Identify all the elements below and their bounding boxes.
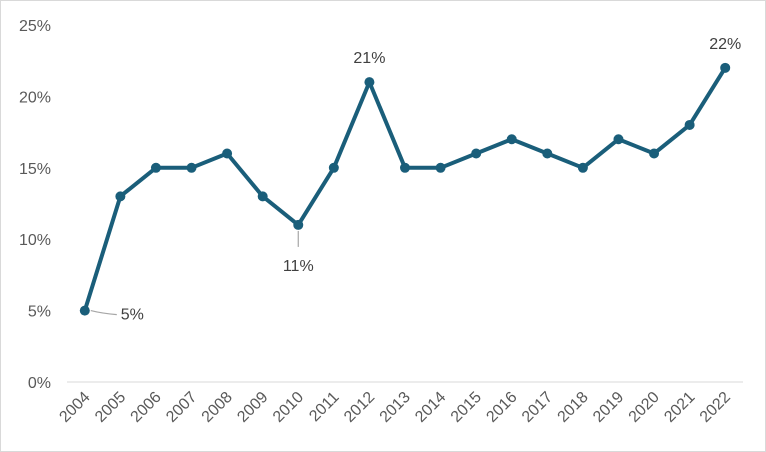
x-tick-label: 2008	[199, 389, 236, 426]
data-point	[150, 162, 161, 173]
data-point	[613, 134, 624, 145]
series-line	[82, 65, 728, 313]
data-label: 11%	[283, 258, 314, 275]
data-point	[720, 62, 731, 73]
data-label-leaders	[90, 230, 299, 316]
data-point	[435, 162, 446, 173]
data-label: 5%	[121, 307, 144, 324]
data-point	[186, 162, 197, 173]
data-point	[364, 77, 375, 88]
data-point	[293, 219, 304, 230]
x-tick-label: 2019	[590, 389, 627, 426]
x-tick-label: 2018	[555, 389, 592, 426]
x-tick-label: 2017	[519, 389, 556, 426]
x-tick-label: 2010	[270, 389, 307, 426]
data-point	[506, 134, 517, 145]
y-axis-ticks: 0% 5% 10% 15% 20% 25%	[19, 18, 51, 392]
data-point	[328, 162, 339, 173]
x-tick-label: 2014	[412, 389, 449, 426]
data-point	[257, 191, 268, 202]
data-label: 22%	[709, 36, 741, 53]
x-tick-label: 2013	[377, 389, 414, 426]
x-tick-label: 2009	[234, 389, 271, 426]
data-point	[542, 148, 553, 159]
data-label: 21%	[353, 50, 385, 67]
data-point	[115, 191, 126, 202]
x-tick-label: 2020	[626, 389, 663, 426]
x-tick-label: 2007	[163, 389, 200, 426]
data-point	[222, 148, 233, 159]
data-point	[400, 162, 410, 173]
y-tick-label: 15%	[19, 161, 51, 178]
data-point	[79, 305, 90, 316]
x-tick-label: 2006	[128, 389, 165, 426]
x-tick-label: 2011	[306, 389, 342, 425]
x-tick-label: 2012	[341, 389, 378, 426]
y-tick-label: 0%	[28, 375, 51, 392]
x-tick-label: 2016	[483, 389, 520, 426]
data-points	[79, 62, 731, 316]
data-point	[649, 148, 660, 159]
y-tick-label: 20%	[19, 89, 51, 106]
x-tick-label: 2004	[56, 389, 93, 426]
data-point	[684, 119, 695, 130]
x-tick-label: 2021	[661, 389, 698, 426]
y-tick-label: 5%	[28, 304, 51, 321]
leader-line	[90, 310, 117, 316]
x-tick-label: 2022	[697, 389, 734, 426]
y-tick-label: 10%	[19, 232, 51, 249]
x-tick-label: 2015	[448, 389, 485, 426]
data-labels: 5% 11% 21% 22%	[121, 36, 741, 324]
data-point	[577, 162, 588, 173]
data-point	[471, 148, 482, 159]
x-tick-label: 2005	[92, 389, 129, 426]
y-tick-label: 25%	[19, 18, 51, 35]
